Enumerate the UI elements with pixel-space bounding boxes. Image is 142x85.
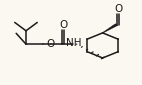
Text: O: O	[114, 4, 123, 14]
Polygon shape	[102, 24, 118, 33]
Text: O: O	[59, 20, 68, 30]
Text: NH: NH	[66, 38, 82, 48]
Text: O: O	[46, 39, 55, 49]
